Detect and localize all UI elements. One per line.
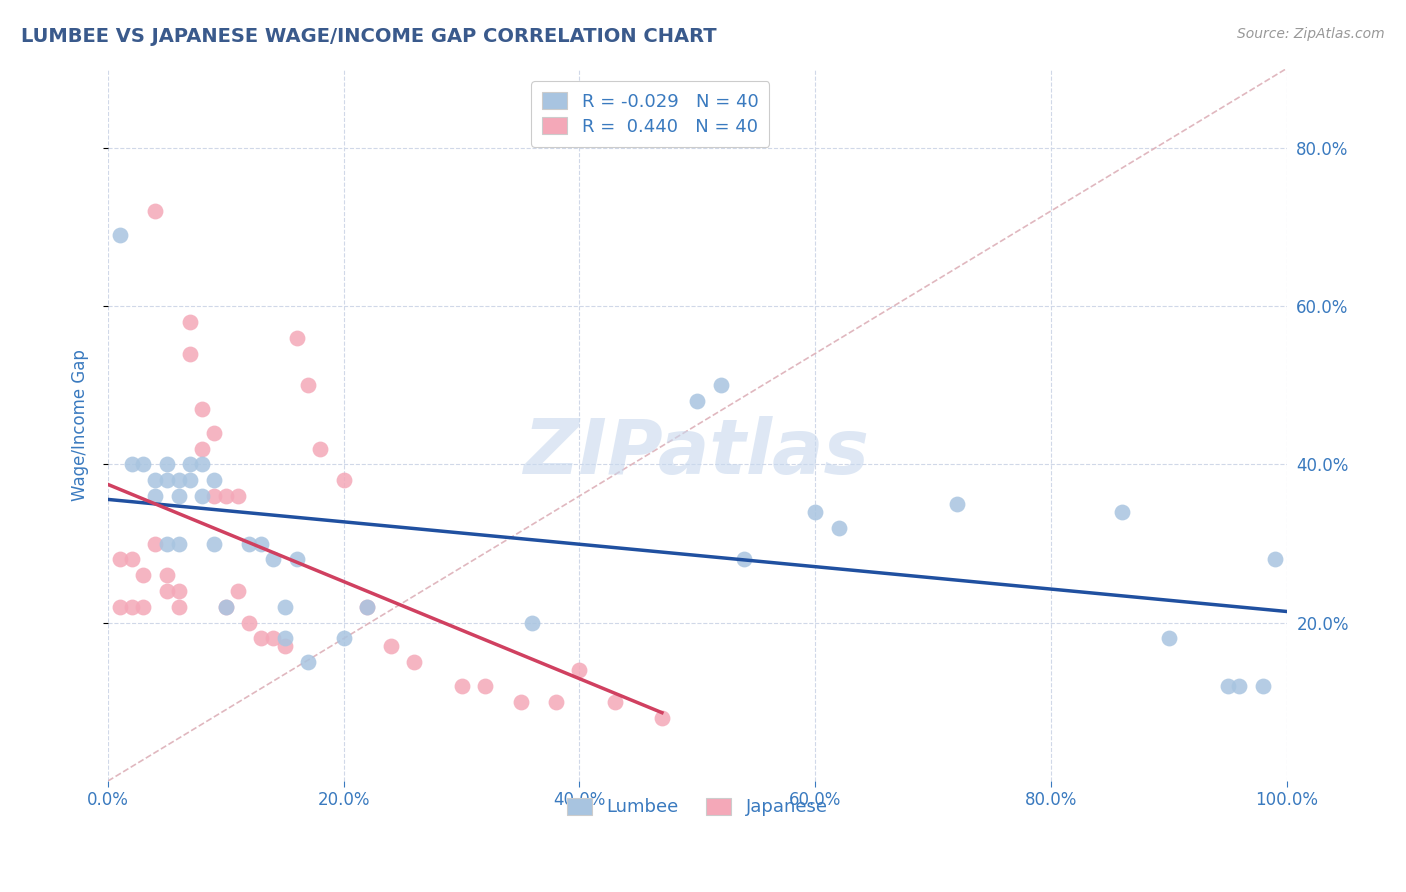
Point bbox=[179, 315, 201, 329]
Point bbox=[191, 442, 214, 456]
Point bbox=[215, 489, 238, 503]
Point bbox=[297, 655, 319, 669]
Point bbox=[262, 632, 284, 646]
Point bbox=[215, 599, 238, 614]
Point bbox=[215, 599, 238, 614]
Point bbox=[132, 458, 155, 472]
Point bbox=[156, 584, 179, 599]
Point bbox=[226, 489, 249, 503]
Point bbox=[238, 536, 260, 550]
Point bbox=[274, 640, 297, 654]
Point bbox=[945, 497, 967, 511]
Point bbox=[274, 599, 297, 614]
Point bbox=[356, 599, 378, 614]
Point bbox=[132, 568, 155, 582]
Point bbox=[380, 640, 402, 654]
Point bbox=[167, 599, 190, 614]
Point bbox=[121, 552, 143, 566]
Text: ZIPatlas: ZIPatlas bbox=[524, 417, 870, 491]
Point bbox=[167, 473, 190, 487]
Point bbox=[1216, 679, 1239, 693]
Point bbox=[202, 489, 225, 503]
Point bbox=[108, 599, 131, 614]
Point bbox=[156, 458, 179, 472]
Point bbox=[238, 615, 260, 630]
Point bbox=[262, 552, 284, 566]
Point bbox=[167, 584, 190, 599]
Point bbox=[474, 679, 496, 693]
Point bbox=[143, 489, 166, 503]
Y-axis label: Wage/Income Gap: Wage/Income Gap bbox=[72, 349, 89, 500]
Point bbox=[332, 632, 354, 646]
Point bbox=[191, 401, 214, 416]
Point bbox=[143, 473, 166, 487]
Point bbox=[404, 655, 426, 669]
Point bbox=[1157, 632, 1180, 646]
Point bbox=[274, 632, 297, 646]
Point bbox=[285, 552, 308, 566]
Point bbox=[356, 599, 378, 614]
Point bbox=[143, 204, 166, 219]
Point bbox=[121, 458, 143, 472]
Point bbox=[250, 632, 273, 646]
Point bbox=[1251, 679, 1274, 693]
Point bbox=[828, 521, 851, 535]
Point bbox=[332, 473, 354, 487]
Point bbox=[285, 331, 308, 345]
Point bbox=[603, 695, 626, 709]
Point bbox=[167, 536, 190, 550]
Point bbox=[202, 536, 225, 550]
Point bbox=[167, 489, 190, 503]
Point bbox=[1229, 679, 1251, 693]
Legend: Lumbee, Japanese: Lumbee, Japanese bbox=[558, 789, 837, 825]
Point bbox=[568, 663, 591, 677]
Point bbox=[179, 458, 201, 472]
Point bbox=[250, 536, 273, 550]
Point bbox=[804, 505, 827, 519]
Point bbox=[710, 378, 733, 392]
Point bbox=[309, 442, 332, 456]
Point bbox=[191, 458, 214, 472]
Point bbox=[651, 711, 673, 725]
Point bbox=[179, 473, 201, 487]
Point bbox=[544, 695, 567, 709]
Point bbox=[509, 695, 531, 709]
Point bbox=[156, 568, 179, 582]
Point bbox=[156, 536, 179, 550]
Point bbox=[297, 378, 319, 392]
Point bbox=[121, 599, 143, 614]
Point bbox=[202, 425, 225, 440]
Point bbox=[108, 552, 131, 566]
Point bbox=[733, 552, 755, 566]
Point bbox=[686, 394, 709, 409]
Point bbox=[143, 536, 166, 550]
Point bbox=[179, 346, 201, 360]
Point bbox=[522, 615, 544, 630]
Point bbox=[156, 473, 179, 487]
Text: Source: ZipAtlas.com: Source: ZipAtlas.com bbox=[1237, 27, 1385, 41]
Point bbox=[202, 473, 225, 487]
Point bbox=[191, 489, 214, 503]
Point bbox=[1264, 552, 1286, 566]
Point bbox=[108, 227, 131, 242]
Text: LUMBEE VS JAPANESE WAGE/INCOME GAP CORRELATION CHART: LUMBEE VS JAPANESE WAGE/INCOME GAP CORRE… bbox=[21, 27, 717, 45]
Point bbox=[226, 584, 249, 599]
Point bbox=[450, 679, 472, 693]
Point bbox=[132, 599, 155, 614]
Point bbox=[1111, 505, 1133, 519]
